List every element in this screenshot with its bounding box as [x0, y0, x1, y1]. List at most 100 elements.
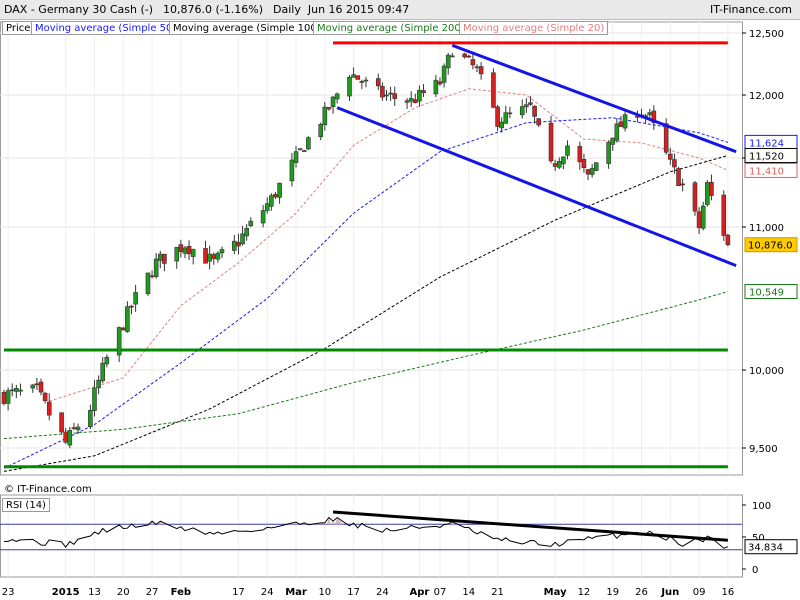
candle-body [392, 93, 398, 99]
date-tick-label: Mar [285, 587, 307, 598]
candle-body [680, 183, 685, 186]
date-tick-label: 13 [88, 587, 101, 598]
candle-body [421, 90, 426, 94]
candle-body [556, 161, 562, 168]
candle-body [129, 305, 134, 308]
instrument-name: DAX - Germany 30 Cash (-) [4, 3, 154, 16]
date-tick-label: 07 [434, 587, 447, 598]
candle-body [614, 123, 620, 141]
rsi-last-badge [744, 539, 798, 555]
candle-body [561, 156, 566, 165]
candle-body [445, 54, 451, 69]
candle-body [503, 112, 509, 124]
candle-body [186, 245, 192, 255]
last-price-label: 10,876.0 [748, 241, 793, 252]
candle-body [211, 254, 217, 259]
candle-body [384, 94, 389, 97]
candle-body [412, 99, 418, 103]
candle-body [5, 390, 11, 404]
date-tick-label: 27 [146, 587, 159, 598]
candle-body [622, 114, 628, 129]
candle-body [330, 96, 336, 107]
candle-body [125, 306, 130, 332]
date-tick-label: 24 [376, 587, 389, 598]
price-tick-label: 11,000 [749, 223, 784, 234]
candle-body [162, 253, 167, 264]
quote-datetime: Jun 16 2015 09:47 [307, 3, 410, 16]
candle-body [548, 122, 554, 162]
date-tick-label: 14 [462, 587, 475, 598]
candle-body [120, 327, 126, 331]
legend-ma100[interactable]: Moving average (Simple 100) [169, 21, 325, 35]
legend-ma50[interactable]: Moving average (Simple 50) [31, 21, 181, 35]
candle-body [157, 253, 163, 261]
candle-body [260, 210, 266, 224]
level-badge-label: 11,520 [749, 151, 784, 162]
candle-body [696, 211, 702, 228]
candle-body [42, 392, 48, 402]
candle-body [334, 93, 340, 100]
ma-line-200 [3, 291, 729, 440]
candle-body [359, 81, 365, 83]
candle-body [647, 112, 653, 116]
candle-body [14, 388, 19, 392]
candle-body [18, 389, 23, 392]
candle-body [145, 272, 151, 295]
candle-body [277, 182, 282, 198]
date-tick-label: 09 [693, 587, 706, 598]
candle-body [232, 240, 237, 251]
candle-body [495, 106, 500, 127]
channel-lower-line [336, 106, 737, 268]
candle-body [100, 362, 106, 382]
candle-body [75, 426, 81, 431]
candle-body [190, 249, 196, 257]
rsi-tick-label: 100 [752, 501, 771, 512]
rsi-pane-label[interactable]: RSI (14) [2, 498, 50, 512]
candle-body [585, 169, 591, 175]
candle-body [363, 79, 369, 82]
level-badge [744, 162, 798, 178]
candle-body [417, 89, 422, 102]
candle-body [347, 76, 352, 97]
candle-body [240, 233, 245, 245]
candle-body [519, 106, 525, 116]
last-quote: 10,876.0 (-1.16%) [163, 3, 264, 16]
date-tick-label: 16 [722, 587, 735, 598]
date-tick-label: Apr [409, 587, 429, 598]
candle-body [499, 121, 504, 129]
legend-ma20[interactable]: Moving average (Simple 20) [459, 21, 609, 35]
candle-body [528, 102, 533, 105]
legend-price[interactable]: Price [2, 21, 35, 35]
candle-body [593, 162, 599, 171]
candle-body [462, 53, 467, 58]
date-tick-label: 10 [318, 587, 331, 598]
last-price-badge [744, 237, 798, 253]
level-badge-label: 11,624 [749, 138, 784, 149]
candle-body [388, 92, 393, 95]
channel-upper-line [451, 43, 737, 154]
candle-body [470, 59, 476, 66]
candle-body [536, 118, 541, 126]
candle-body [700, 205, 706, 229]
candle-body [355, 75, 361, 80]
candle-body [248, 220, 254, 227]
price-pane [0, 21, 743, 476]
candle-body [244, 227, 249, 237]
candle-body [721, 194, 727, 236]
date-tick-label: 23 [2, 587, 15, 598]
candle-body [322, 106, 328, 126]
candle-body [466, 55, 472, 58]
candle-body [532, 105, 537, 117]
candle-body [46, 401, 52, 416]
date-tick-label: 12 [578, 587, 591, 598]
rsi-tick-label: 50 [752, 533, 765, 544]
rsi-tick-label: 0 [752, 565, 758, 576]
date-tick-label: May [544, 587, 567, 598]
date-tick-label: 20 [117, 587, 130, 598]
interval-label: Daily [273, 3, 301, 16]
candle-body [174, 247, 180, 262]
candle-body [269, 195, 274, 207]
candle-body [552, 163, 558, 167]
legend-ma200[interactable]: Moving average (Simple 200) [313, 21, 469, 35]
date-tick-label: 2015 [52, 587, 80, 598]
